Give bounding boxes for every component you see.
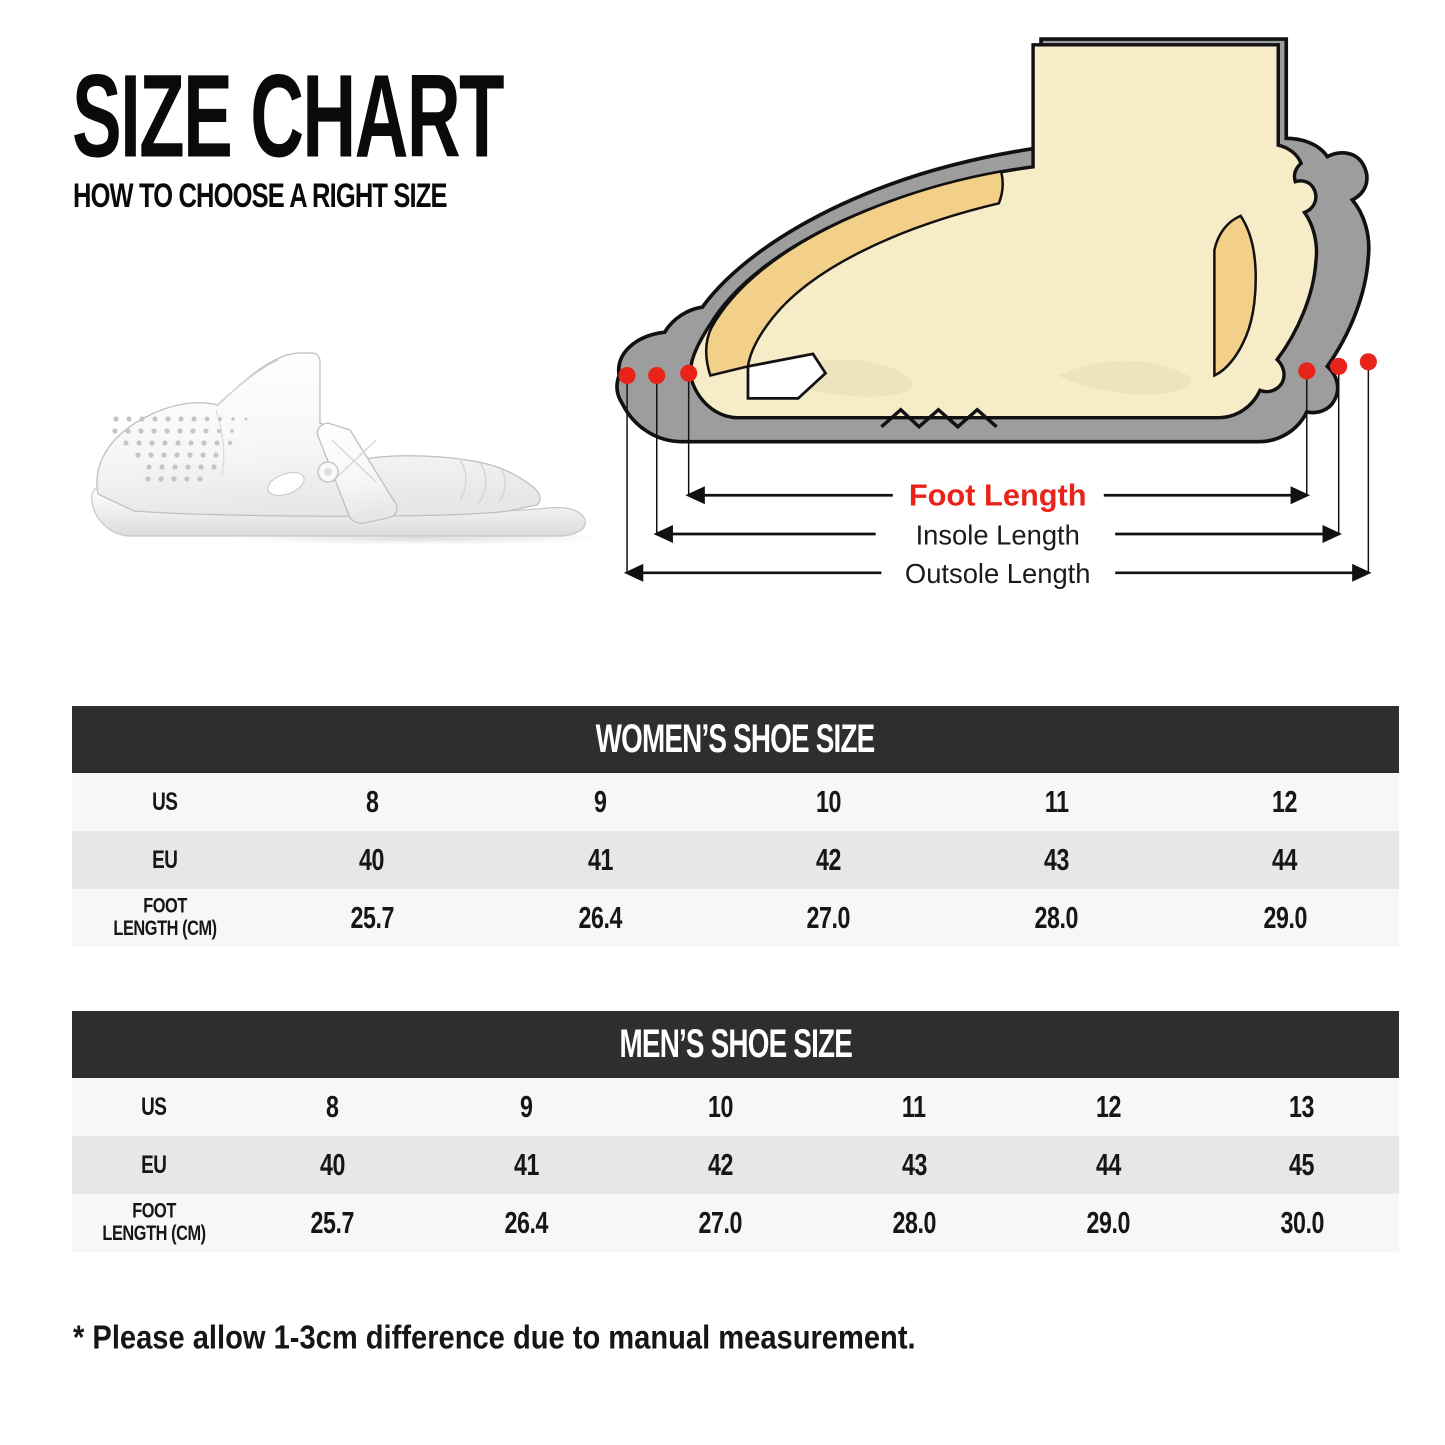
svg-text:Insole Length: Insole Length <box>916 519 1080 550</box>
svg-text:Foot Length: Foot Length <box>909 478 1087 513</box>
svg-text:Outsole Length: Outsole Length <box>905 558 1091 589</box>
